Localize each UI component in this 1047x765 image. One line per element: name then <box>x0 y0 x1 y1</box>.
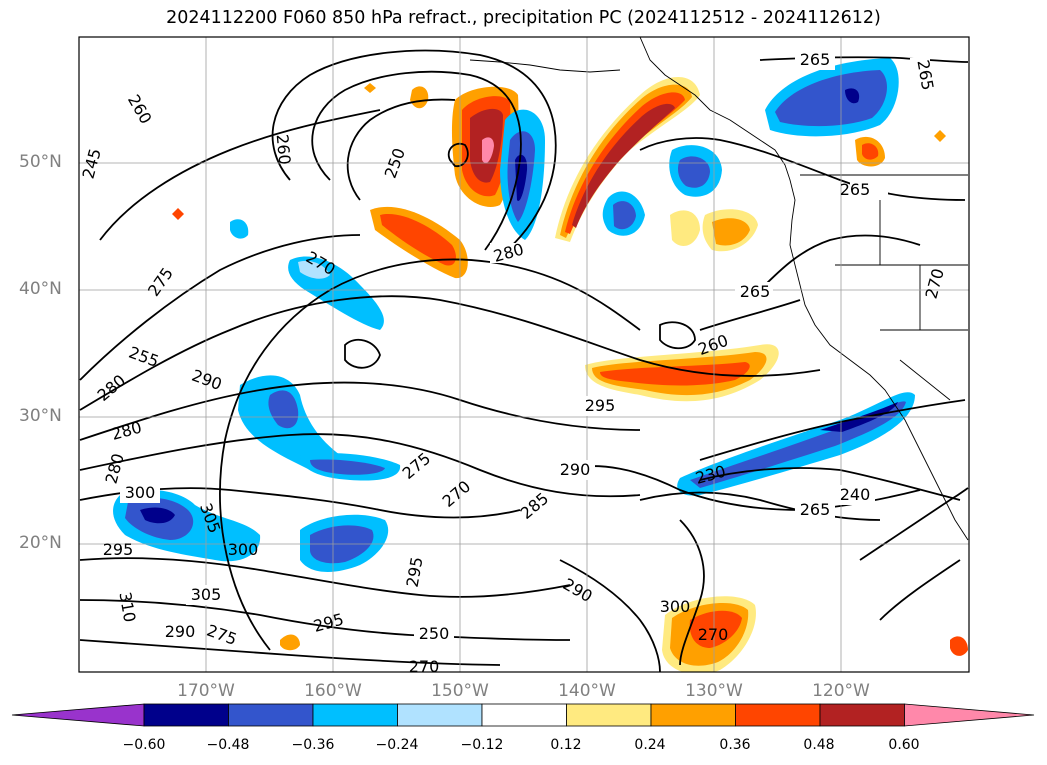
contour-label: 260 <box>273 133 295 165</box>
lat-label-40n: 40°N <box>19 279 62 299</box>
colorbar-tick-label: 0.24 <box>634 737 666 753</box>
coastline-layer <box>469 37 969 541</box>
lat-label-30n: 30°N <box>19 406 62 426</box>
colorbar-segment <box>819 703 905 727</box>
lat-label-50n: 50°N <box>19 152 62 172</box>
colorbar <box>11 703 1035 727</box>
colorbar-segment <box>397 703 483 727</box>
contour-label: 270 <box>698 625 729 644</box>
contour-label: 290 <box>560 460 591 479</box>
contour-label: 240 <box>840 485 871 504</box>
colorbar-tick-label: 0.36 <box>719 737 751 753</box>
contour-label: 300 <box>228 540 259 559</box>
lon-label-150w: 150°W <box>431 681 489 701</box>
colorbar-segment <box>481 703 567 727</box>
map-title: 2024112200 F060 850 hPa refract., precip… <box>166 8 881 28</box>
colorbar-tick-label: −0.36 <box>291 737 335 753</box>
contour-label: 265 <box>740 282 771 301</box>
colorbar-extend-min <box>11 703 145 727</box>
graticule <box>79 37 969 672</box>
contour-label: 270 <box>409 657 440 676</box>
contour-label: 290 <box>165 622 196 641</box>
colorbar-tick-label: 0.60 <box>888 737 920 753</box>
contour-label: 265 <box>840 180 871 199</box>
colorbar-segment <box>650 703 736 727</box>
contour-label: 300 <box>125 483 156 502</box>
colorbar-segment <box>312 703 398 727</box>
contour-label: 250 <box>419 624 450 643</box>
contour-label: 265 <box>800 50 831 69</box>
colorbar-tick-label: 0.48 <box>803 737 835 753</box>
colorbar-tick-label: −0.48 <box>206 737 250 753</box>
contour-labels: 265 265 260 260 245 250 280 275 270 265 … <box>79 50 948 676</box>
lon-label-120w: 120°W <box>812 681 870 701</box>
contour-label: 295 <box>103 540 134 559</box>
contour-label: 300 <box>660 597 691 616</box>
colorbar-segment <box>735 703 821 727</box>
colorbar-extend-max <box>904 703 1035 727</box>
colorbar-segment <box>143 703 229 727</box>
lon-label-130w: 130°W <box>685 681 743 701</box>
lat-label-20n: 20°N <box>19 533 62 553</box>
contour-label: 265 <box>800 500 831 519</box>
lon-label-140w: 140°W <box>558 681 616 701</box>
colorbar-tick-label: −0.24 <box>375 737 419 753</box>
colorbar-segment <box>566 703 652 727</box>
contour-label: 295 <box>585 396 616 415</box>
map-frame <box>78 36 970 673</box>
colorbar-tick-label: −0.12 <box>460 737 504 753</box>
colorbar-tick-label: −0.60 <box>122 737 166 753</box>
colorbar-tick-label: 0.12 <box>550 737 582 753</box>
contour-label: 305 <box>191 585 222 604</box>
lon-label-160w: 160°W <box>304 681 362 701</box>
lon-label-170w: 170°W <box>177 681 235 701</box>
colorbar-segment <box>228 703 314 727</box>
